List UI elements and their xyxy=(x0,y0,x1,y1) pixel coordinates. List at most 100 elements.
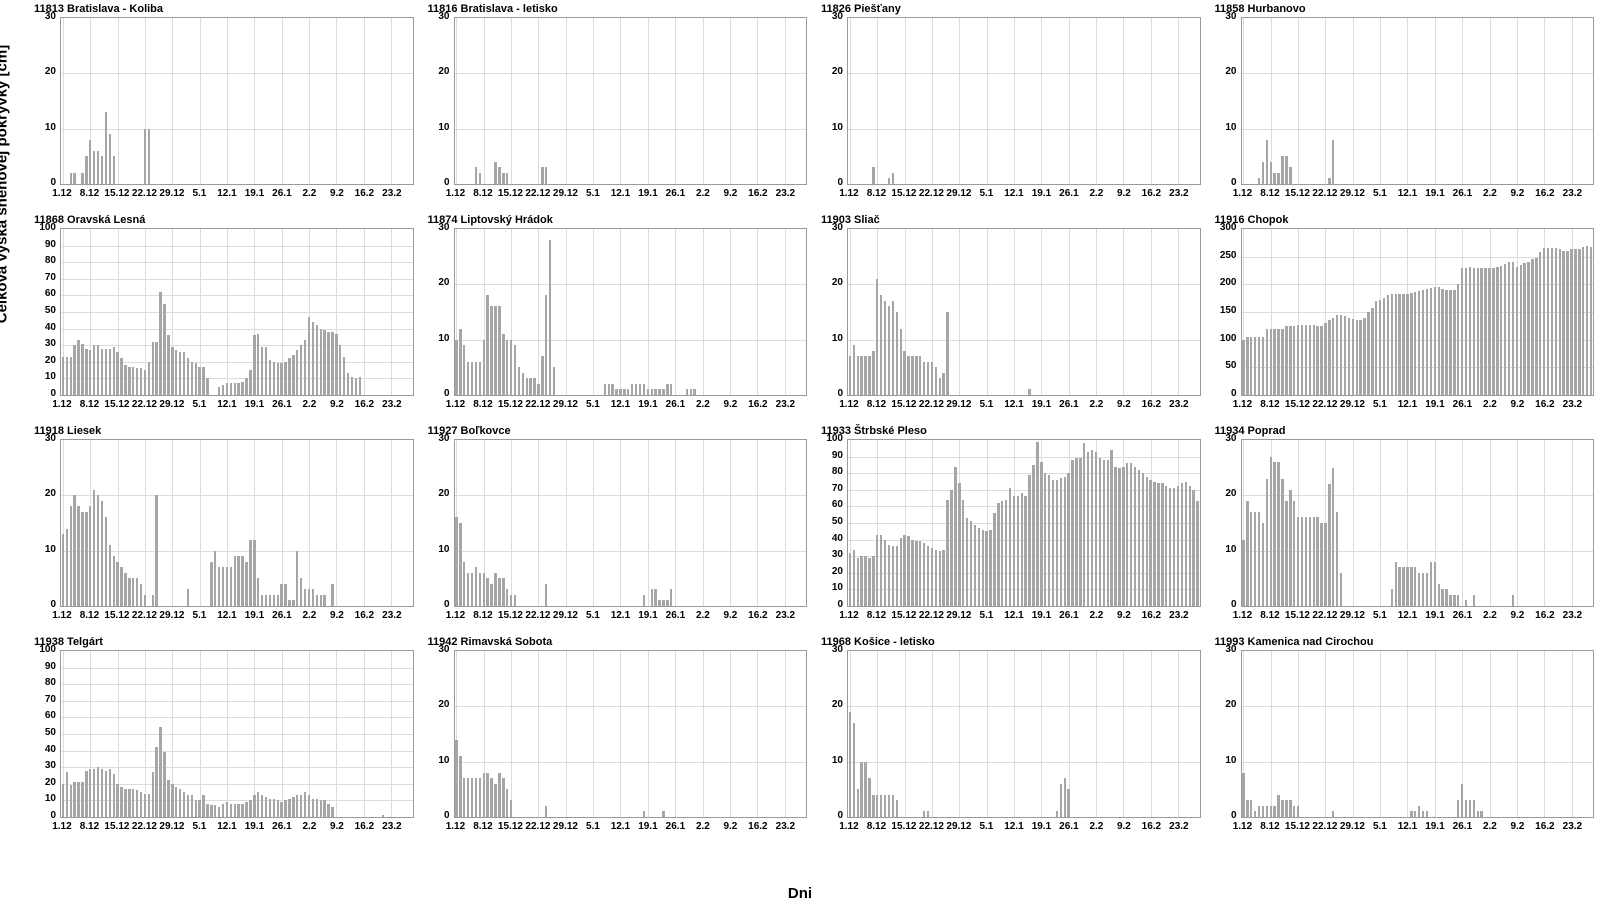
bar xyxy=(245,561,248,606)
x-tick-label: 9.2 xyxy=(1116,399,1131,410)
x-tick-label: 8.12 xyxy=(866,610,887,621)
bar xyxy=(903,350,906,395)
bar xyxy=(1355,320,1358,395)
y-tick-label: 90 xyxy=(831,449,843,461)
bar xyxy=(1539,252,1542,395)
bar xyxy=(864,556,867,606)
station-chart-11918: 11918 Liesek 0 10 20 30 1.12 8.12 15.12 22.12 29.… xyxy=(34,424,414,622)
bar xyxy=(463,778,466,817)
horizontal-gridline xyxy=(848,761,1200,763)
x-tick-label: 19.1 xyxy=(1425,610,1445,621)
chart-body: 0 10 20 30 xyxy=(34,12,414,188)
x-tick-label: 8.12 xyxy=(1260,821,1280,832)
bar xyxy=(143,370,147,395)
bar xyxy=(1067,789,1070,817)
vertical-gridline xyxy=(675,651,677,817)
bar xyxy=(163,752,166,817)
y-tick-label: 30 xyxy=(438,11,450,22)
bar xyxy=(1421,811,1425,817)
y-tick-label: 70 xyxy=(44,271,56,283)
bar xyxy=(92,345,96,395)
plot-area xyxy=(847,17,1201,185)
horizontal-gridline xyxy=(61,734,413,735)
bar xyxy=(1445,289,1448,395)
vertical-gridline xyxy=(1041,18,1043,184)
bar xyxy=(1562,250,1565,395)
station-chart-11916: 11916 Chopok 0 50 100 150 200 250 300 1.12 8.12 15… xyxy=(1215,213,1594,411)
chart-title: 11858 Hurbanovo xyxy=(1214,3,1306,15)
bar xyxy=(264,346,268,395)
bar xyxy=(891,546,895,606)
bar xyxy=(1196,501,1199,606)
bar xyxy=(899,537,902,606)
bar xyxy=(899,328,902,395)
bar xyxy=(128,366,131,395)
horizontal-gridline xyxy=(1241,550,1593,552)
bar xyxy=(159,727,162,817)
horizontal-gridline xyxy=(848,473,1200,475)
y-tick-label: 20 xyxy=(44,66,56,78)
x-tick-label: 22.12 xyxy=(131,188,157,199)
x-tick-label: 22.12 xyxy=(918,821,944,832)
x-tick-label: 1.12 xyxy=(839,610,859,621)
x-tick-label: 22.12 xyxy=(525,188,551,199)
bar xyxy=(1047,474,1051,606)
bar xyxy=(65,772,69,817)
x-tick-label: 29.12 xyxy=(159,821,185,832)
bar xyxy=(911,539,914,606)
bar xyxy=(864,356,867,395)
bar xyxy=(260,594,264,606)
y-tick-label: 0 xyxy=(50,810,56,821)
x-tick-label: 1.12 xyxy=(445,610,466,621)
x-tick-label: 26.1 xyxy=(1452,610,1473,621)
vertical-gridline xyxy=(117,651,119,817)
y-tick-label: 40 xyxy=(44,743,56,755)
bar xyxy=(981,529,984,606)
bar xyxy=(116,783,119,817)
x-tick-label: 8.12 xyxy=(473,399,493,410)
bar xyxy=(319,800,322,817)
bar xyxy=(642,811,646,817)
y-tick-label: 50 xyxy=(44,727,56,738)
bar xyxy=(627,389,630,395)
bar xyxy=(147,793,151,817)
y-tick-label: 90 xyxy=(44,660,56,672)
bar xyxy=(938,378,941,395)
vertical-gridline xyxy=(904,229,906,395)
bar xyxy=(856,557,859,606)
x-tick-label: 23.2 xyxy=(1169,610,1189,621)
bar xyxy=(922,361,926,395)
vertical-gridline xyxy=(1489,651,1491,817)
x-tick-label: 2.2 xyxy=(695,821,710,832)
bar xyxy=(852,549,856,606)
y-tick-label: 20 xyxy=(438,277,450,289)
bar xyxy=(1488,268,1491,395)
bar xyxy=(124,788,127,817)
bar xyxy=(1332,467,1335,606)
y-tick-label: 0 xyxy=(443,599,450,610)
bar xyxy=(1265,478,1269,606)
bar xyxy=(1316,517,1319,606)
bar xyxy=(930,547,934,606)
bar xyxy=(474,778,478,817)
x-axis: 1.12 8.12 15.12 22.12 29.12 5.1 12.1 19.1 26.1 2.… xyxy=(52,396,414,411)
bar xyxy=(915,541,918,606)
x-tick-label: 12.1 xyxy=(1004,821,1024,832)
bar xyxy=(233,803,236,817)
x-tick-label: 9.2 xyxy=(723,610,738,621)
x-tick-label: 5.1 xyxy=(1372,821,1387,832)
vertical-gridline xyxy=(336,229,338,395)
bar xyxy=(1460,267,1464,395)
bar xyxy=(1273,805,1276,817)
bar xyxy=(241,556,244,606)
station-chart-11933: 11933 Štrbské Pleso 0 10 20 30 40 50 60 70 80 90 10… xyxy=(821,424,1201,622)
x-tick-label: 29.12 xyxy=(552,188,578,199)
x-tick-label: 16.2 xyxy=(1141,188,1162,199)
x-tick-label: 16.2 xyxy=(354,399,375,410)
bar xyxy=(1106,459,1109,606)
y-tick-label: 60 xyxy=(44,710,56,722)
bar xyxy=(210,805,213,817)
x-tick-label: 12.1 xyxy=(610,188,631,199)
y-tick-label: 100 xyxy=(826,433,843,444)
x-tick-label: 29.12 xyxy=(159,188,185,199)
